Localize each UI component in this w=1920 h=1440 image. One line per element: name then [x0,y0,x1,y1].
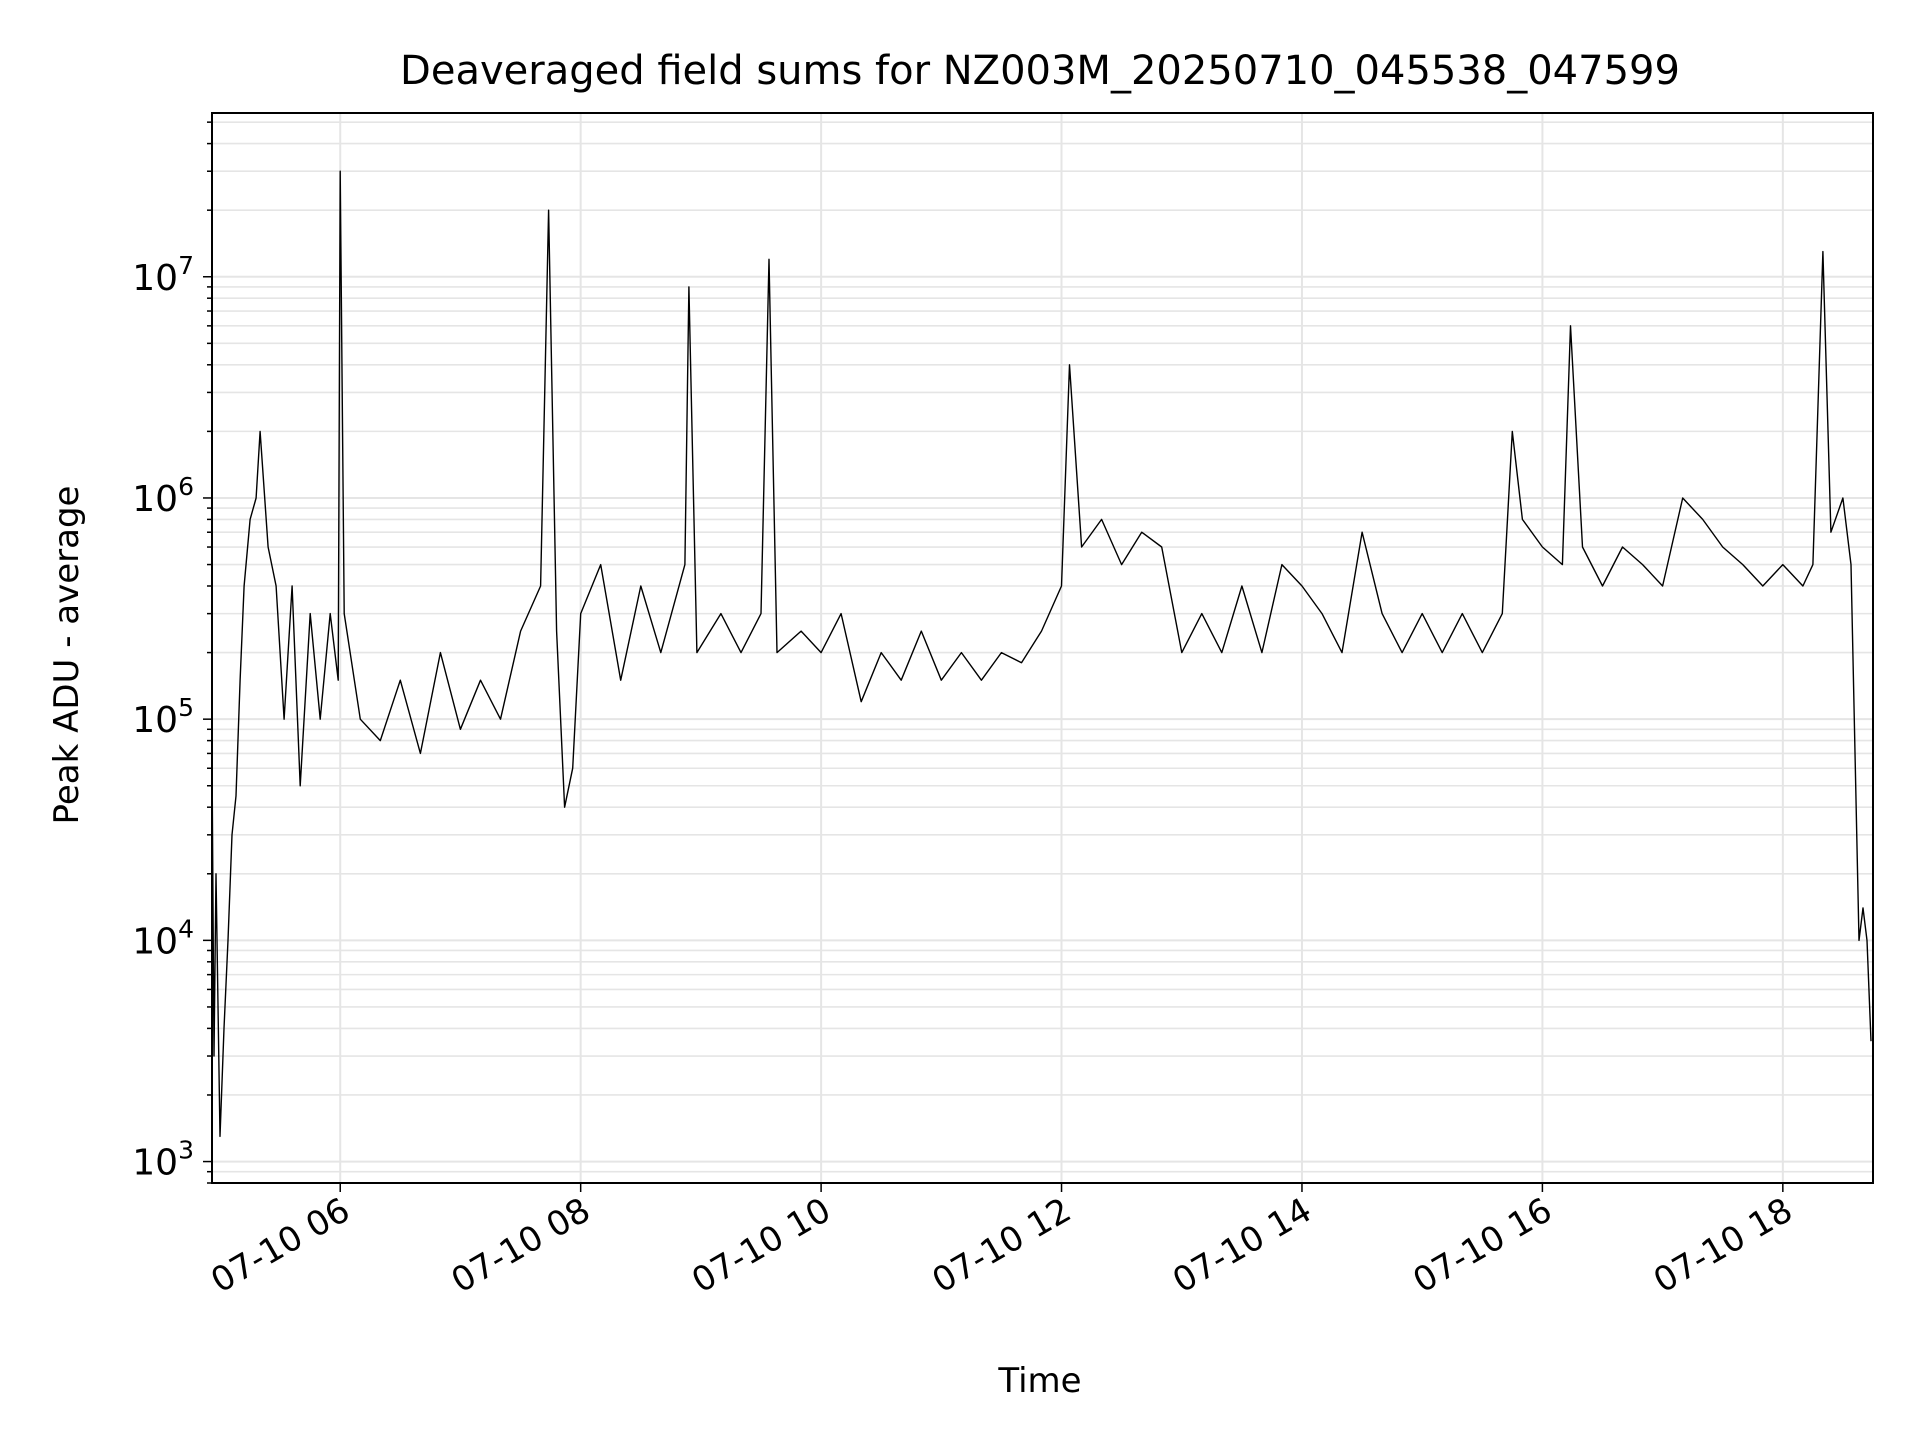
plot-frame [211,112,1874,1184]
series-line [211,170,1872,1138]
plot-line [211,170,1872,1138]
y-tick-label: 105 [132,693,194,741]
y-axis-label: Peak ADU - average [47,486,87,825]
y-tick-label: 106 [132,472,194,520]
y-tick-label: 107 [132,251,194,299]
chart-title: Deaveraged field sums for NZ003M_2025071… [400,48,1680,94]
y-tick-label: 103 [132,1136,194,1184]
grid [212,113,1873,1184]
x-axis-label: Time [997,1361,1081,1401]
y-tick-label: 104 [132,914,194,962]
